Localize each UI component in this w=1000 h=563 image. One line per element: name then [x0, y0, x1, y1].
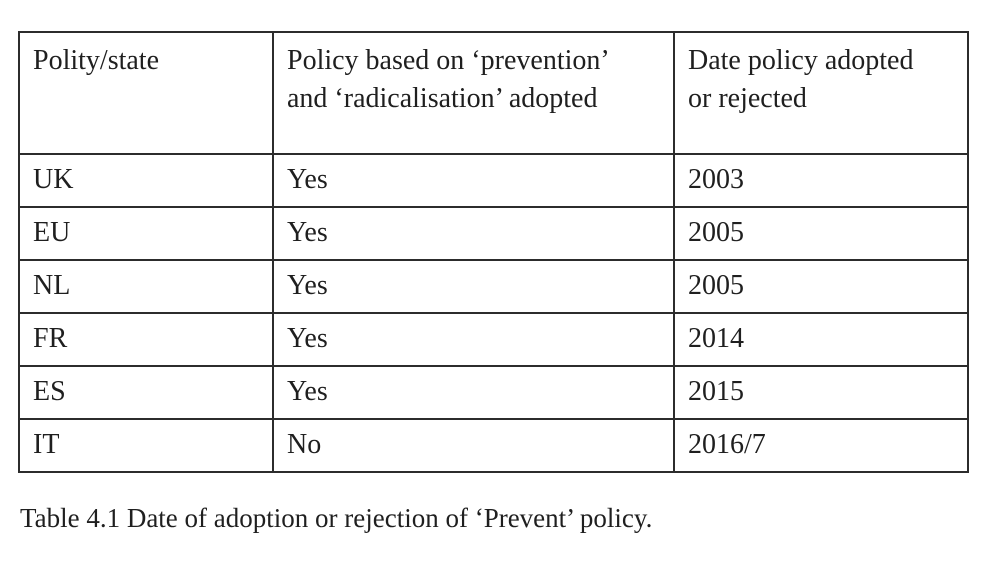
table-caption: Table 4.1 Date of adoption or rejection … [20, 503, 653, 533]
cell-policy-adopted: No [272, 418, 675, 473]
table-row-nl: NL Yes 2005 [18, 259, 969, 314]
col-header-policy-adopted: Policy based on ‘prevention’ and ‘radica… [272, 31, 675, 155]
cell-polity: EU [18, 206, 274, 261]
cell-date: 2005 [673, 259, 969, 314]
col-header-date-label: Date policy adopted or rejected [688, 45, 914, 115]
table-row-eu: EU Yes 2005 [18, 206, 969, 261]
col-header-policy-adopted-label: Policy based on ‘prevention’ and ‘radica… [287, 45, 608, 115]
policy-table: Polity/state Policy based on ‘prevention… [18, 31, 969, 473]
col-header-polity-state-label: Polity/state [33, 45, 159, 76]
cell-date: 2016/7 [673, 418, 969, 473]
cell-policy-adopted: Yes [272, 206, 675, 261]
cell-date: 2005 [673, 206, 969, 261]
cell-policy-adopted: Yes [272, 365, 675, 420]
cell-policy-adopted: Yes [272, 312, 675, 367]
header-row: Polity/state Policy based on ‘prevention… [18, 31, 969, 155]
table-row-fr: FR Yes 2014 [18, 312, 969, 367]
cell-polity: IT [18, 418, 274, 473]
cell-polity: UK [18, 153, 274, 208]
col-header-polity-state: Polity/state [18, 31, 274, 155]
col-header-date: Date policy adopted or rejected [673, 31, 969, 155]
cell-policy-adopted: Yes [272, 153, 675, 208]
cell-polity: NL [18, 259, 274, 314]
cell-date: 2015 [673, 365, 969, 420]
table-row-it: IT No 2016/7 [18, 418, 969, 473]
cell-polity: ES [18, 365, 274, 420]
table-row-uk: UK Yes 2003 [18, 153, 969, 208]
cell-polity: FR [18, 312, 274, 367]
cell-date: 2003 [673, 153, 969, 208]
cell-policy-adopted: Yes [272, 259, 675, 314]
table-row-es: ES Yes 2015 [18, 365, 969, 420]
cell-date: 2014 [673, 312, 969, 367]
